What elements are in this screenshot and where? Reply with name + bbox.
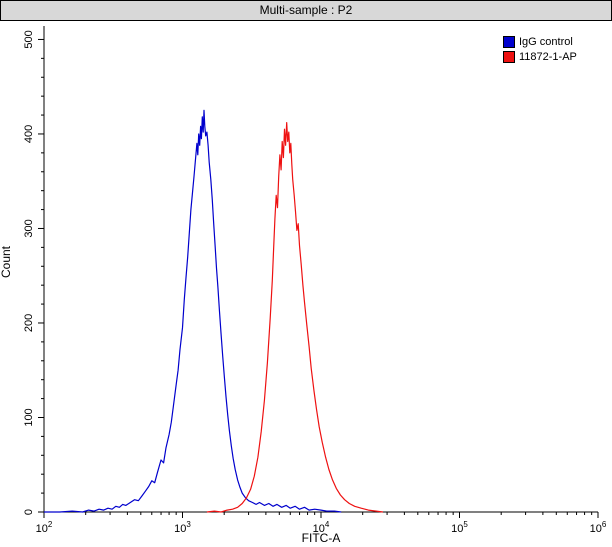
x-axis-label: FITC-A [301,531,341,545]
series-curve-1 [206,121,383,513]
y-tick-label: 200 [23,314,35,332]
y-tick-label: 300 [23,219,35,237]
legend-swatch-0 [503,36,515,48]
y-tick-label: 100 [23,408,35,426]
plot-title-bar: Multi-sample : P2 [0,0,612,21]
series-curve-0 [44,109,342,513]
legend-label-0: IgG control [519,36,573,48]
legend-label-1: 11872-1-AP [519,51,577,63]
y-axis-ticks: 0 100 200 300 400 500 [23,30,44,515]
legend: IgG control 11872-1-AP [503,36,577,63]
legend-swatch-1 [503,51,515,63]
plot-title: Multi-sample : P2 [259,3,353,17]
y-tick-label: 400 [23,125,35,143]
y-tick-label: 0 [23,509,35,515]
legend-item-0: IgG control [503,36,577,48]
y-axis-label: Count [0,245,13,279]
y-tick-label: 500 [23,30,35,48]
legend-item-1: 11872-1-AP [503,51,577,63]
